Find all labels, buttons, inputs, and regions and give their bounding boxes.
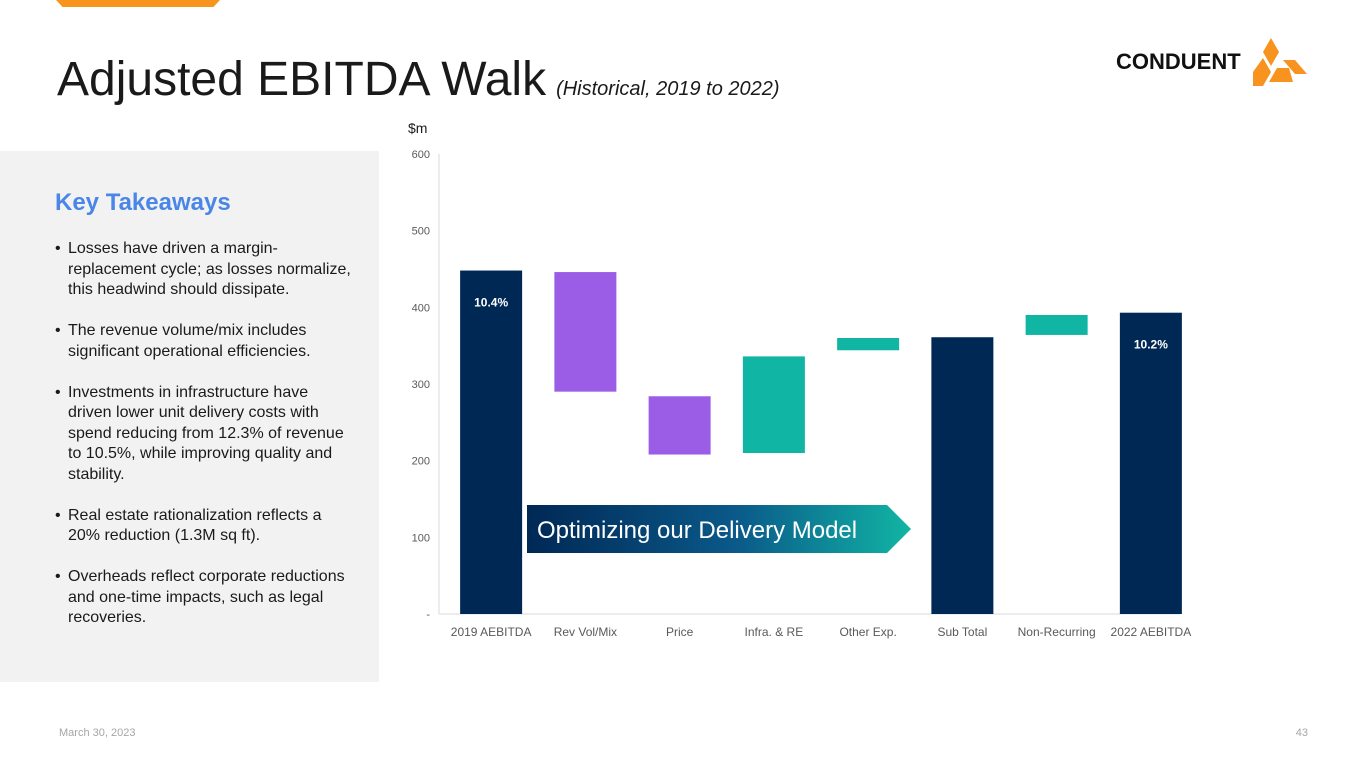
bar-increase [1025,315,1088,335]
bar-total [460,270,523,614]
takeaway-item: Investments in infrastructure have drive… [55,383,355,486]
takeaways-list: Losses have driven a margin-replacement … [55,239,355,649]
x-tick-label: Infra. & RE [745,625,804,639]
conduent-logo-icon [1252,38,1307,86]
bar-decrease [648,396,711,455]
conduent-logo: CONDUENT [1116,38,1309,86]
takeaway-item: The revenue volume/mix includes signific… [55,321,355,362]
y-tick-label: 300 [412,379,430,391]
takeaway-item: Overheads reflect corporate reductions a… [55,567,355,629]
title-main: Adjusted EBITDA Walk [57,53,547,106]
bar-data-label: 10.4% [474,296,508,310]
y-tick-label: - [426,609,430,621]
bar-increase [742,356,805,453]
y-tick-label: 100 [412,532,430,544]
y-tick-label: 200 [412,456,430,468]
y-tick-label: 400 [412,302,430,314]
title-subtitle: (Historical, 2019 to 2022) [556,78,780,100]
x-tick-label: 2022 AEBITDA [1111,625,1192,639]
x-tick-label: Sub Total [937,625,987,639]
x-tick-label: Non-Recurring [1018,625,1096,639]
callout-text: Optimizing our Delivery Model [537,517,857,544]
callout-arrow [527,505,911,553]
page-number: 43 [1295,727,1308,739]
panel-title: Key Takeaways [55,189,231,216]
y-tick-label: 600 [412,149,430,161]
x-tick-label: Other Exp. [839,625,896,639]
bar-decrease [554,272,617,392]
bar-total [1119,312,1182,614]
page-title: Adjusted EBITDA Walk (Historical, 2019 to… [57,52,780,107]
x-tick-label: Rev Vol/Mix [554,625,617,639]
key-takeaways-panel: Key Takeaways Losses have driven a margi… [0,151,379,682]
y-tick-label: 500 [412,226,430,238]
bar-data-label: 10.2% [1134,338,1168,352]
x-tick-label: 2019 AEBITDA [451,625,532,639]
unit-label: $m [408,120,427,136]
ebitda-waterfall-chart: $m - 100 200 300 400 500 600 10.4% 2019 AEBITDA Re… [408,120,1192,639]
footer-date: March 30, 2023 [59,727,136,739]
takeaway-item: Real estate rationalization reflects a 2… [55,506,355,547]
logo-text: CONDUENT [1116,49,1241,74]
x-tick-label: Price [666,625,694,639]
bar-increase [837,338,900,351]
bar-total [931,337,994,614]
accent-bar [56,0,220,7]
takeaway-item: Losses have driven a margin-replacement … [55,239,355,301]
